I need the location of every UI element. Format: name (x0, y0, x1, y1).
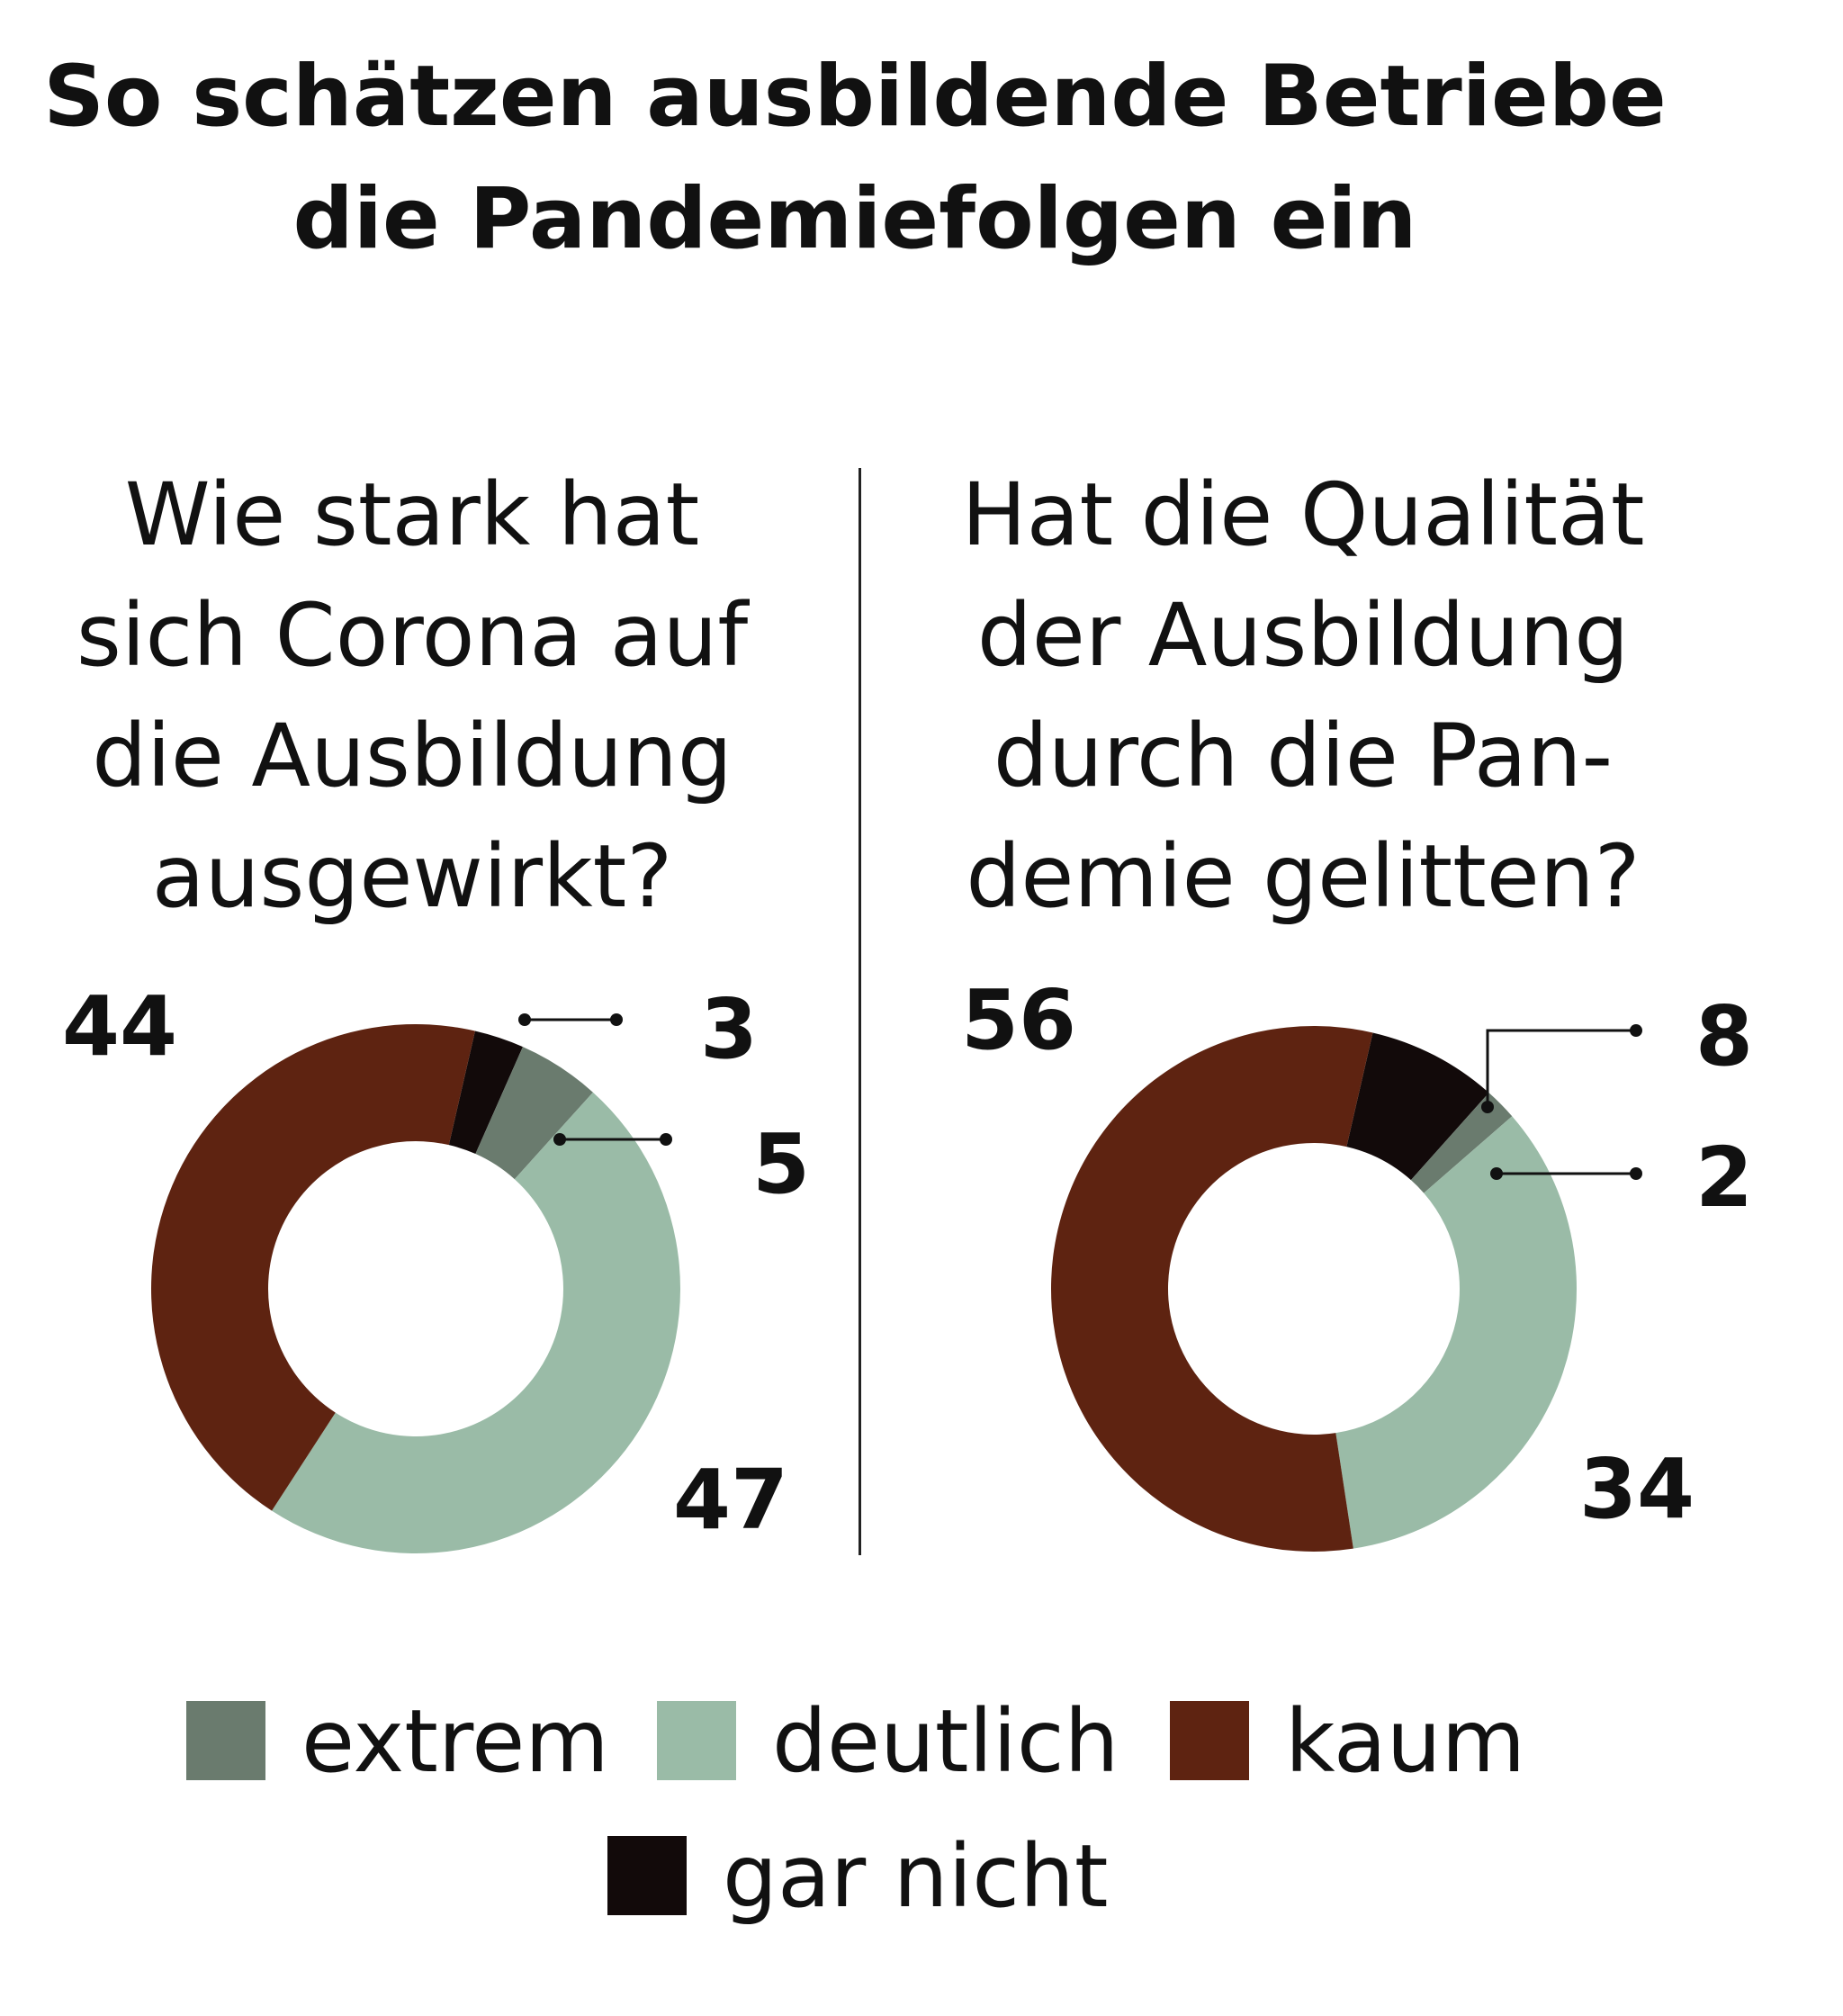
title-line-1: So schätzen ausbildende Betriebe (43, 48, 1667, 146)
value-label-left-extrem: 5 (752, 1116, 810, 1212)
legend-label-deutlich: deutlich (772, 1691, 1119, 1792)
donut-left-slice-gar-nicht (448, 1030, 523, 1155)
legend-row-1: extrem deutlich kaum (0, 1692, 1843, 1791)
value-label-right-extrem: 2 (1695, 1130, 1753, 1226)
legend-label-gar-nicht: gar nicht (723, 1826, 1109, 1927)
leader-dot-left-extrem-0 (553, 1133, 566, 1146)
value-label-left-gar-nicht: 3 (700, 981, 758, 1077)
value-label-left-kaum: 44 (62, 978, 177, 1075)
donut-chart-left: 3 5 47 44 (62, 978, 810, 1553)
legend-swatch-extrem (186, 1701, 265, 1780)
value-label-right-gar-nicht: 8 (1695, 988, 1753, 1084)
question-right-line-1: Hat die Qualität (961, 464, 1645, 565)
leader-dot-right-gar-nicht-0 (1481, 1101, 1494, 1113)
question-right-line-4: demie gelitten? (966, 826, 1641, 927)
leader-dot-left-gar-nicht-1 (610, 1013, 623, 1026)
question-left-line-3: die Ausbildung (92, 706, 733, 806)
leader-dot-right-gar-nicht-1 (1630, 1024, 1642, 1037)
donut-right-slice-kaum (1051, 1026, 1373, 1552)
question-left: Wie stark hat sich Corona auf die Ausbil… (7, 454, 817, 937)
question-right-line-2: der Ausbildung (976, 585, 1630, 686)
value-label-left-deutlich: 47 (673, 1452, 788, 1548)
question-left-line-1: Wie stark hat (124, 464, 700, 565)
question-left-line-4: ausgewirkt? (151, 826, 673, 927)
legend-swatch-kaum (1170, 1701, 1249, 1780)
leader-dot-right-extrem-1 (1630, 1167, 1642, 1180)
title-line-2: die Pandemiefolgen ein (292, 170, 1417, 268)
chart-title: So schätzen ausbildende Betriebe die Pan… (0, 36, 1710, 281)
question-right-line-3: durch die Pan- (993, 706, 1614, 806)
value-label-right-deutlich: 34 (1579, 1441, 1695, 1537)
legend-label-kaum: kaum (1285, 1691, 1526, 1792)
donut-right-slice-deutlich (1335, 1116, 1577, 1549)
legend-swatch-deutlich (657, 1701, 736, 1780)
question-right: Hat die Qualität der Ausbildung durch di… (898, 454, 1708, 937)
leader-dot-left-extrem-1 (660, 1133, 672, 1146)
legend-label-extrem: extrem (301, 1691, 609, 1792)
donut-right-slice-extrem (1410, 1093, 1513, 1193)
value-label-right-kaum: 56 (961, 972, 1076, 1068)
donut-right-slice-gar-nicht (1346, 1032, 1489, 1181)
divider-line (859, 468, 861, 1555)
donut-chart-right: 8 2 34 56 (961, 972, 1753, 1552)
question-left-line-2: sich Corona auf (76, 585, 749, 686)
legend-row-2: gar nicht (0, 1827, 1843, 1926)
donut-left-slice-deutlich (272, 1092, 681, 1553)
donut-left-slice-kaum (151, 1024, 475, 1511)
leader-dot-left-gar-nicht-0 (518, 1013, 531, 1026)
leader-dot-right-extrem-0 (1490, 1167, 1503, 1180)
donut-left-slice-extrem (475, 1047, 593, 1180)
legend-swatch-gar-nicht (607, 1836, 687, 1915)
leader-line-right-gar-nicht (1486, 1029, 1636, 1107)
